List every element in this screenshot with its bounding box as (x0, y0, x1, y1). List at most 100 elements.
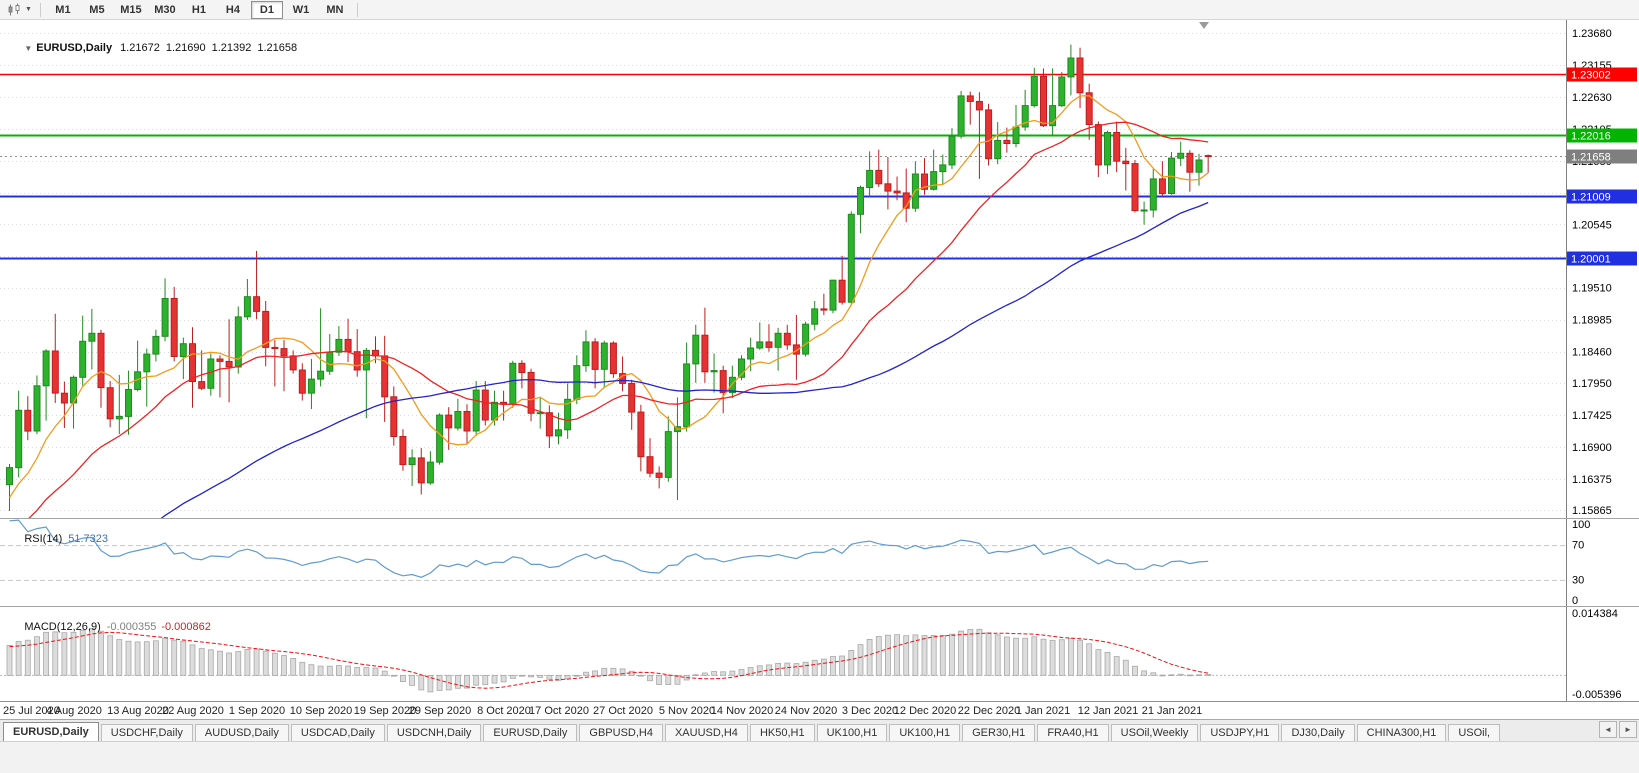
candle (884, 156, 892, 210)
candle (472, 381, 480, 436)
candle (637, 404, 645, 472)
candle (829, 279, 837, 314)
tabs-scroll-left-button[interactable]: ◄ (1599, 721, 1617, 738)
macd-panel[interactable]: 0.014384 -0.005396 MACD(12,26,9) -0.000355… (0, 606, 1639, 701)
chart-tab-usoil-weekly[interactable]: USOil,Weekly (1110, 724, 1199, 741)
chart-tab-uk100-h1[interactable]: UK100,H1 (889, 724, 961, 741)
macd-bar (1013, 637, 1019, 676)
hlines-layer (0, 73, 1566, 260)
macd-bar (784, 662, 791, 676)
macd-bar (290, 658, 297, 676)
candle (756, 322, 764, 350)
macd-bar (79, 629, 86, 676)
collapse-arrow-icon[interactable]: ▼ (24, 44, 33, 53)
timeframe-toolbar: ▼ M1 M5 M15 M30 H1 H4 D1 W1 MN (0, 0, 1639, 20)
symbol-period-label: EURUSD,Daily (36, 42, 113, 54)
chart-tab-eurusd-daily[interactable]: EURUSD,Daily (483, 724, 578, 741)
timeframe-button-mn[interactable]: MN (326, 3, 344, 16)
time-axis-label: 19 Sep 2020 (353, 705, 417, 717)
macd-bar (1022, 637, 1029, 676)
candle (710, 353, 718, 393)
tabs-scroll-right-button[interactable]: ► (1619, 721, 1637, 738)
macd-bar (399, 675, 406, 683)
chart-tab-uk100-h1[interactable]: UK100,H1 (816, 724, 888, 741)
chart-tab-eurusd-daily[interactable]: EURUSD,Daily (3, 722, 99, 741)
candle (893, 176, 901, 201)
macd-bar (555, 675, 562, 681)
macd-bar (509, 675, 516, 679)
candle (646, 438, 654, 478)
svg-text:1.21658: 1.21658 (1571, 152, 1611, 164)
chart-tab-usdcnh-daily[interactable]: USDCNH,Daily (386, 724, 482, 741)
candle (253, 250, 261, 320)
candle (500, 390, 508, 421)
macd-bar (226, 652, 233, 676)
rsi-canvas[interactable]: 100 70 30 0 (0, 519, 1639, 606)
timeframe-button-m1[interactable]: M1 (55, 3, 71, 16)
chart-tab-usdcad-daily[interactable]: USDCAD,Daily (290, 724, 385, 741)
main-chart-panel[interactable]: 1.236801.231551.226301.221051.215801.210… (0, 20, 1639, 518)
candle (875, 149, 883, 187)
chart-tab-xauusd-h4[interactable]: XAUUSD,H4 (664, 724, 748, 741)
macd-bar (1132, 665, 1138, 676)
price-line-label: 1.22016 (1567, 128, 1637, 143)
chart-periods-button[interactable]: ▼ (4, 2, 35, 18)
chart-tab-fra40-h1[interactable]: FRA40,H1 (1037, 724, 1109, 741)
chart-tab-dj30-daily[interactable]: DJ30,Daily (1281, 724, 1355, 741)
candle (399, 429, 407, 471)
rsi-panel[interactable]: 100 70 30 0 RSI(14) 51.7323 (0, 518, 1639, 606)
candle (97, 329, 105, 408)
time-axis[interactable]: 25 Jul 2020 4 Aug 2020 13 Aug 2020 22 Aug 2… (0, 701, 1639, 719)
price-line-label: 1.21658 (1567, 149, 1637, 164)
candle (939, 154, 947, 185)
macd-bar (464, 675, 470, 689)
price-axis[interactable]: 1.236801.231551.226301.221051.215801.210… (1572, 28, 1612, 517)
price-line-label: 1.23002 (1567, 67, 1637, 82)
timeframe-button-m30[interactable]: M30 (154, 3, 176, 16)
timeframe-button-h4[interactable]: H4 (225, 3, 240, 16)
chart-tab-usoil[interactable]: USOil, (1448, 724, 1501, 741)
timeframe-button-d1[interactable]: D1 (250, 0, 283, 19)
macd-bar (619, 668, 626, 676)
macd-bar (436, 675, 443, 691)
chart-tab-hk50-h1[interactable]: HK50,H1 (749, 724, 815, 741)
macd-bar (1196, 674, 1202, 677)
time-axis-label: 22 Dec 2020 (957, 705, 1021, 717)
candle (683, 342, 691, 432)
macd-bar (308, 664, 315, 676)
candle (701, 307, 709, 383)
candle (170, 286, 178, 362)
macd-bar (830, 656, 836, 676)
macd-bar (857, 644, 864, 676)
macd-bar (262, 650, 269, 676)
candle (454, 398, 462, 431)
candle (838, 255, 846, 305)
chart-shift-marker-icon[interactable] (1199, 22, 1209, 29)
time-axis-label: 10 Sep 2020 (289, 705, 353, 717)
candle (957, 91, 965, 139)
candle (1076, 47, 1084, 109)
candle (143, 348, 151, 407)
timeframe-button-m15[interactable]: M15 (120, 3, 142, 16)
dropdown-caret-icon: ▼ (25, 6, 32, 13)
chart-tab-usdchf-daily[interactable]: USDCHF,Daily (100, 724, 193, 741)
macd-main-value: -0.000355 (106, 621, 157, 633)
price-chart-canvas[interactable]: 1.236801.231551.226301.221051.215801.210… (0, 20, 1639, 518)
chart-tabs-strip: EURUSD,Daily USDCHF,Daily AUDUSD,Daily USDC… (0, 720, 1602, 741)
candle (51, 313, 59, 403)
timeframe-button-m5[interactable]: M5 (89, 3, 105, 16)
time-axis-label: 22 Aug 2020 (162, 705, 224, 717)
chart-tab-usdjpy-h1[interactable]: USDJPY,H1 (1200, 724, 1280, 741)
chart-tab-audusd-daily[interactable]: AUDUSD,Daily (194, 724, 289, 741)
timeframe-button-h1[interactable]: H1 (191, 3, 206, 16)
candle (783, 324, 791, 350)
chart-tab-china300-h1[interactable]: CHINA300,H1 (1356, 724, 1447, 741)
chart-tab-gbpusd-h4[interactable]: GBPUSD,H4 (579, 724, 663, 741)
status-strip (0, 741, 1639, 773)
candle (271, 340, 279, 387)
timeframe-button-w1[interactable]: W1 (292, 3, 310, 16)
macd-bar (1205, 674, 1212, 676)
chart-tab-ger30-h1[interactable]: GER30,H1 (962, 724, 1036, 741)
macd-canvas[interactable]: 0.014384 -0.005396 (0, 607, 1639, 701)
rsi-title: RSI(14) (24, 533, 63, 545)
